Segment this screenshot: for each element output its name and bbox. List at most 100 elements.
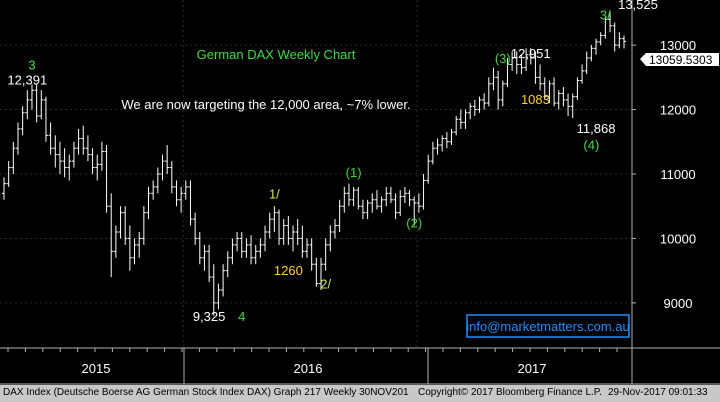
ohlc-bar bbox=[552, 77, 557, 107]
ohlc-bar bbox=[2, 177, 6, 200]
annotation-label: 12,951 bbox=[511, 46, 551, 61]
ohlc-bar bbox=[230, 238, 235, 265]
ohlc-bar bbox=[221, 264, 226, 297]
ohlc-bar bbox=[528, 48, 533, 65]
watermark-box[interactable]: info@marketmatters.com.au bbox=[466, 314, 630, 338]
ohlc-bar bbox=[608, 11, 613, 33]
annotation-label: (1) bbox=[346, 165, 362, 180]
ohlc-bar bbox=[435, 138, 440, 155]
ohlc-bar bbox=[398, 190, 403, 216]
footer-copyright: Copyright© 2017 Bloomberg Finance L.P. bbox=[418, 387, 602, 398]
ohlc-bar bbox=[454, 116, 459, 136]
annotation-label: 11,868 bbox=[577, 121, 616, 136]
annotation-label: 13,525 bbox=[618, 0, 658, 12]
annotation-label: 3 bbox=[28, 58, 35, 73]
ohlc-bar bbox=[309, 238, 314, 271]
price-bars bbox=[2, 11, 626, 316]
ohlc-bar bbox=[370, 193, 375, 213]
annotation-label: 1083 bbox=[521, 92, 550, 107]
ohlc-bar bbox=[95, 154, 100, 181]
ohlc-bar bbox=[235, 232, 240, 252]
ohlc-bar bbox=[118, 206, 123, 239]
ohlc-bar bbox=[43, 96, 48, 142]
ohlc-bar bbox=[622, 35, 626, 49]
ohlc-bar bbox=[272, 206, 277, 232]
ohlc-bar bbox=[225, 251, 230, 278]
ohlc-bar bbox=[277, 209, 282, 245]
ohlc-bar bbox=[598, 32, 603, 46]
ohlc-bar bbox=[109, 193, 114, 278]
ohlc-bar bbox=[407, 190, 412, 207]
ohlc-bar bbox=[48, 122, 53, 155]
ohlc-bar bbox=[193, 212, 198, 245]
ohlc-bar bbox=[188, 180, 193, 226]
ohlc-bar bbox=[360, 199, 365, 220]
ohlc-bar bbox=[384, 186, 389, 207]
ohlc-bar bbox=[337, 199, 342, 232]
ohlc-bar bbox=[538, 64, 543, 91]
ohlc-bar bbox=[211, 264, 216, 316]
ohlc-bar bbox=[183, 180, 188, 200]
ohlc-bar bbox=[25, 90, 30, 120]
ohlc-bar bbox=[318, 257, 323, 290]
ohlc-bar bbox=[76, 128, 81, 155]
ohlc-bar bbox=[305, 238, 310, 258]
ohlc-bar bbox=[519, 54, 524, 75]
ohlc-bar bbox=[365, 199, 370, 220]
ohlc-bar bbox=[342, 186, 347, 213]
ohlc-bar bbox=[584, 51, 589, 75]
ohlc-bar bbox=[472, 99, 477, 116]
ohlc-bar bbox=[430, 141, 435, 165]
ohlc-bar bbox=[123, 206, 128, 245]
ohlc-bar bbox=[505, 58, 510, 87]
ohlc-bar bbox=[85, 135, 90, 162]
footer-timestamp: 29-Nov-2017 09:01:33 bbox=[608, 387, 708, 398]
chart-subtitle: We are now targeting the 12,000 area, ~7… bbox=[121, 97, 410, 112]
ohlc-bar bbox=[612, 22, 617, 52]
ohlc-bar bbox=[314, 257, 319, 287]
annotation-label: 4 bbox=[238, 309, 245, 324]
ohlc-bar bbox=[533, 51, 538, 84]
ohlc-bar bbox=[34, 84, 39, 123]
annotation-label: (3) bbox=[495, 51, 511, 66]
annotation-label: 2/ bbox=[320, 277, 331, 292]
ohlc-bar bbox=[402, 186, 407, 203]
ohlc-bar bbox=[253, 244, 258, 265]
ohlc-bar bbox=[561, 87, 566, 107]
ohlc-bar bbox=[29, 84, 34, 110]
ohlc-bar bbox=[542, 77, 547, 100]
ohlc-bar bbox=[239, 232, 244, 258]
ohlc-bar bbox=[468, 103, 473, 120]
ohlc-bar bbox=[11, 141, 16, 174]
ohlc-bar bbox=[477, 96, 482, 113]
ohlc-bar bbox=[514, 51, 519, 75]
y-tick-label: 11000 bbox=[660, 167, 695, 182]
ohlc-bar bbox=[160, 154, 165, 181]
ohlc-bar bbox=[617, 32, 622, 49]
x-tick-label: 2017 bbox=[518, 361, 547, 376]
ohlc-bar bbox=[510, 51, 515, 71]
ohlc-bar bbox=[179, 186, 184, 213]
ohlc-bar bbox=[449, 128, 454, 145]
ohlc-bar bbox=[20, 106, 25, 136]
ohlc-bar bbox=[374, 190, 379, 210]
footer-bar: DAX Index (Deutsche Boerse AG German Sto… bbox=[0, 385, 720, 402]
ohlc-bar bbox=[146, 186, 151, 220]
annotation-label: 1/ bbox=[269, 186, 280, 201]
ohlc-bar bbox=[379, 196, 384, 213]
y-axis: 9000 10000 11000 12000 13000 bbox=[631, 0, 696, 384]
ohlc-bar bbox=[113, 225, 118, 258]
annotations: 312,391 1/ (1) (2) 1260 2/9,325 4 (3) 12,951 1083… bbox=[7, 0, 657, 324]
ohlc-bar bbox=[216, 283, 221, 310]
ohlc-bar bbox=[99, 141, 104, 171]
watermark-link[interactable]: info@marketmatters.com.au bbox=[466, 319, 629, 334]
ohlc-bar bbox=[594, 38, 599, 55]
ohlc-bar bbox=[328, 225, 333, 252]
ohlc-bar bbox=[57, 141, 62, 174]
ohlc-bar bbox=[444, 132, 449, 149]
ohlc-bar bbox=[412, 196, 417, 226]
ohlc-bar bbox=[323, 238, 328, 271]
ohlc-bar bbox=[463, 109, 468, 129]
ohlc-bar bbox=[351, 186, 356, 207]
